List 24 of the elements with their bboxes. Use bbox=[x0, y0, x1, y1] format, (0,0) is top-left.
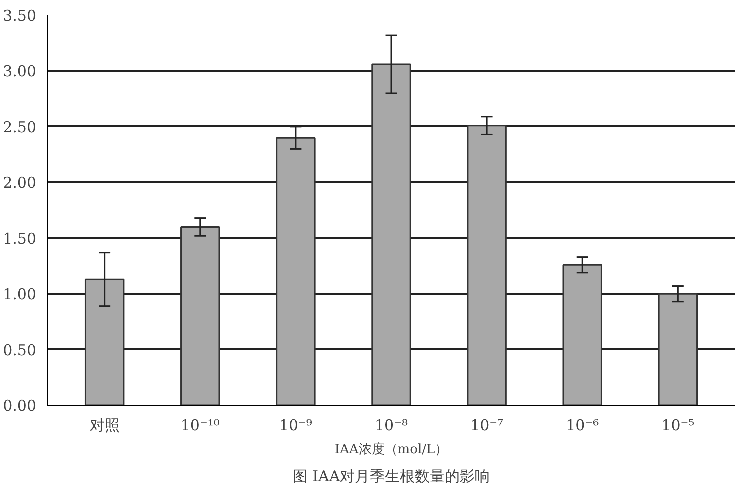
x-tick-label: 10⁻⁵ bbox=[662, 416, 695, 434]
y-tick-label: 2.50 bbox=[3, 118, 37, 136]
x-tick-label: 10⁻⁸ bbox=[374, 416, 408, 434]
x-tick-label: 10⁻⁶ bbox=[566, 416, 600, 434]
bar bbox=[658, 293, 698, 406]
bar bbox=[276, 137, 316, 406]
bar bbox=[180, 226, 220, 406]
x-tick-label: 10⁻¹⁰ bbox=[180, 416, 220, 434]
y-tick-label: 0.50 bbox=[3, 341, 37, 360]
y-tick-label: 2.00 bbox=[3, 174, 37, 192]
x-tick-label: 10⁻⁷ bbox=[470, 416, 504, 434]
text: 图 IAA对月季生根数量的影响 bbox=[292, 468, 490, 486]
bar bbox=[84, 278, 125, 406]
x-tick-label: 10⁻⁹ bbox=[279, 416, 312, 434]
bar bbox=[372, 64, 412, 406]
y-tick-label: 3.00 bbox=[3, 62, 37, 81]
y-tick-label: 1.50 bbox=[3, 230, 37, 248]
bar bbox=[562, 264, 602, 406]
x-tick-label: 对照 bbox=[90, 416, 120, 434]
x-axis-title: IAA浓度（mol/L） bbox=[334, 442, 448, 458]
bar bbox=[467, 125, 507, 406]
y-tick-label: 0.00 bbox=[3, 397, 37, 415]
y-tick-label: 3.50 bbox=[3, 7, 37, 25]
y-tick-label: 1.00 bbox=[3, 286, 37, 304]
